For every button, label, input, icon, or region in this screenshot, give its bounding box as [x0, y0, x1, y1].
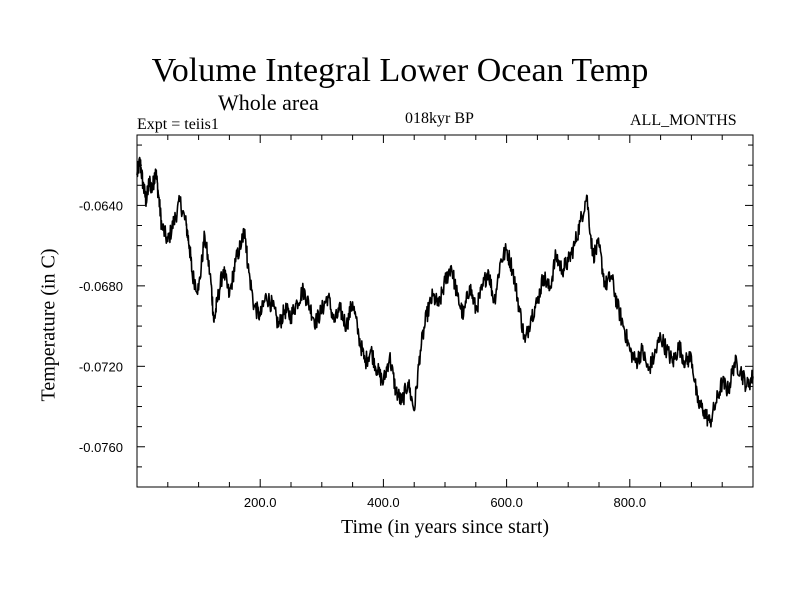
x-axis-label: Time (in years since start) [340, 516, 550, 538]
series-line [136, 156, 754, 428]
y-tick-label: -0.0680 [79, 279, 123, 294]
y-tick-label: -0.0640 [79, 198, 123, 213]
x-tick-label: 800.0 [614, 495, 647, 510]
tick-labels: 200.0 400.0 600.0 800.0 -0.0760 -0.0720 -0.068… [79, 198, 646, 510]
plot-frame [136, 134, 754, 488]
months-annotation: ALL_MONTHS [630, 112, 737, 129]
x-tick-label: 400.0 [367, 495, 400, 510]
x-tick-label: 600.0 [490, 495, 523, 510]
chart-title: Volume Integral Lower Ocean Temp [151, 52, 649, 89]
y-tick-label: -0.0720 [79, 359, 123, 374]
experiment-annotation: Expt = teiis1 [137, 116, 219, 133]
axis-ticks [137, 135, 753, 488]
x-tick-label: 200.0 [244, 495, 277, 510]
period-annotation: 018kyr BP [405, 110, 474, 127]
chart-subtitle: Whole area [218, 90, 319, 115]
y-tick-label: -0.0760 [79, 440, 123, 455]
